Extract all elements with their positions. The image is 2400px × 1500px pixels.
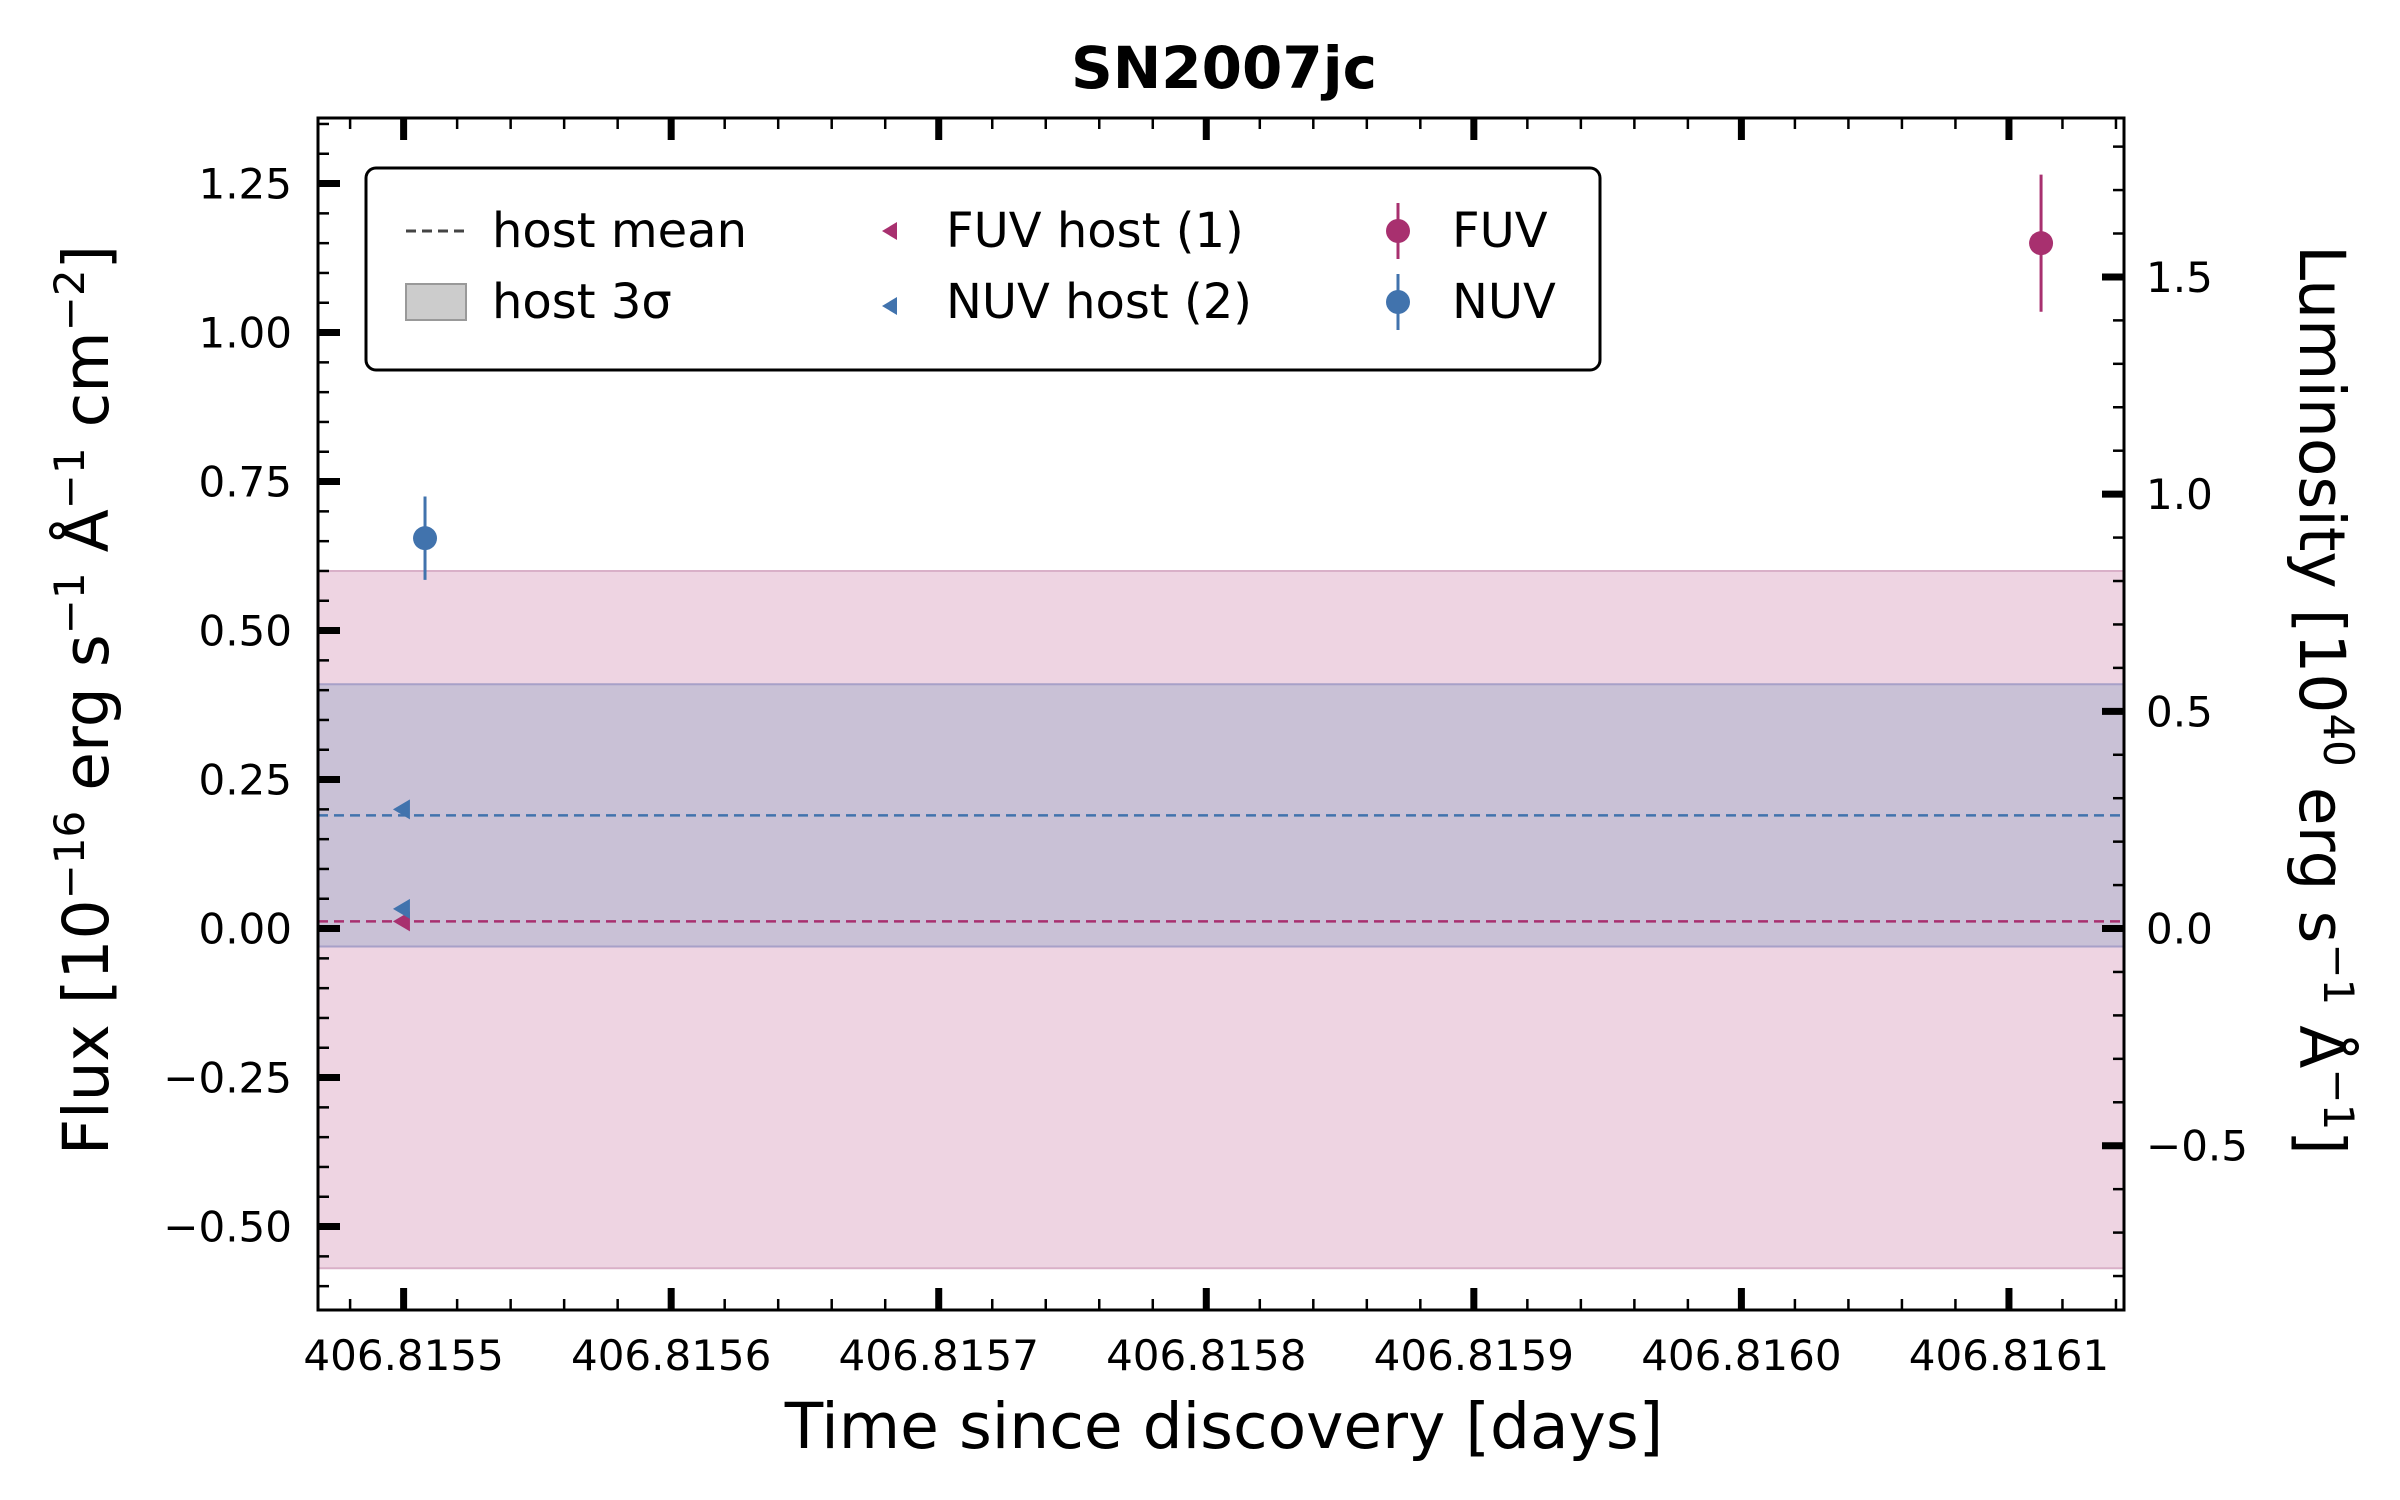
y2-tick-label-4: 1.5 — [2146, 253, 2213, 302]
data-points — [392, 174, 2054, 932]
legend-host-mean-label: host mean — [492, 203, 747, 259]
legend-nuv-marker — [1386, 274, 1410, 330]
legend-nuv-label: NUV — [1452, 274, 1556, 330]
y2-axis-label: Luminosity [1040 erg s−1 Å−1] — [2285, 245, 2363, 1155]
y2-tick-label-0: −0.5 — [2146, 1122, 2248, 1171]
x-tick-label-3: 406.8158 — [1106, 1331, 1306, 1380]
axis-ticks — [318, 118, 2124, 1310]
legend-fuv-dot — [1386, 219, 1410, 243]
detection-point-fuv — [2029, 231, 2054, 256]
tick-labels: 406.8155 406.8156 406.8157 406.8158 406.8159… — [163, 160, 2248, 1380]
legend-nuv-host-label: NUV host (2) — [946, 274, 1252, 330]
x-tick-label-2: 406.8157 — [839, 1331, 1039, 1380]
y-tick-label-3: 0.25 — [198, 756, 292, 805]
y-tick-label-6: 1.00 — [198, 309, 292, 358]
y-tick-label-4: 0.50 — [198, 607, 292, 656]
legend-nuv-dot — [1386, 290, 1410, 314]
x-axis-label: Time since discovery [days] — [784, 1390, 1664, 1463]
x-tick-label-0: 406.8155 — [303, 1331, 503, 1380]
host-mean-lines — [318, 814, 2124, 923]
host-point-0 — [392, 911, 410, 932]
legend-fuv-host-marker — [882, 222, 897, 240]
legend-host-band-label: host 3σ — [492, 274, 672, 330]
legend-fuv-label: FUV — [1452, 203, 1548, 259]
legend-host-band-swatch — [405, 283, 467, 321]
legend-box — [364, 166, 1602, 372]
x-tick-label-5: 406.8160 — [1641, 1331, 1841, 1380]
chart-title: SN2007jc — [1071, 34, 1377, 102]
y2-tick-label-2: 0.5 — [2146, 687, 2213, 736]
y-tick-label-0: −0.50 — [163, 1203, 292, 1252]
legend-fuv-host-label: FUV host (1) — [946, 203, 1244, 259]
legend-fuv-marker — [1386, 203, 1410, 259]
host-point-2 — [392, 799, 410, 820]
host-point-1 — [392, 898, 410, 919]
y-axis-label: Flux [10−16 erg s−1 Å−1 cm−2] — [45, 245, 123, 1155]
x-tick-label-6: 406.8161 — [1909, 1331, 2109, 1380]
detection-point-nuv — [413, 526, 438, 551]
y-tick-label-5: 0.75 — [198, 458, 292, 507]
host-bands — [318, 569, 2124, 1270]
x-tick-label-1: 406.8156 — [571, 1331, 771, 1380]
legend: host mean host 3σ FUV host (1) NUV host … — [364, 166, 1602, 372]
y-tick-label-2: 0.00 — [198, 905, 292, 954]
y-tick-label-7: 1.25 — [198, 160, 292, 209]
x-tick-label-4: 406.8159 — [1374, 1331, 1574, 1380]
y2-tick-label-3: 1.0 — [2146, 470, 2213, 519]
legend-nuv-host-marker — [882, 297, 897, 315]
y2-tick-label-1: 0.0 — [2146, 905, 2213, 954]
y-tick-label-1: −0.25 — [163, 1054, 292, 1103]
